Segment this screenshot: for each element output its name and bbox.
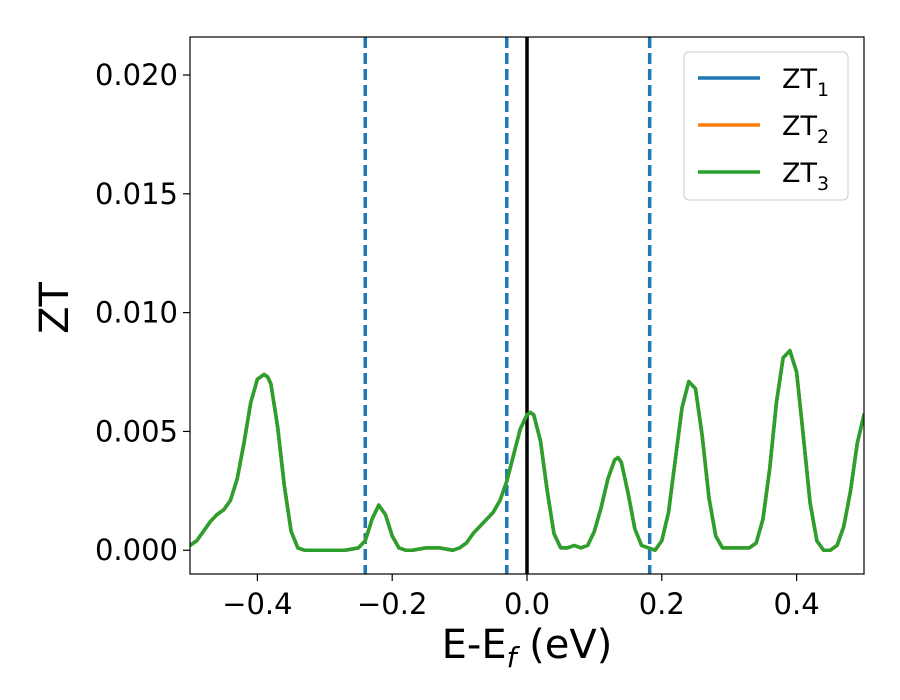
x-tick-label: −0.4 [222, 587, 292, 621]
y-axis-ticks: 0.000 0.005 0.010 0.015 0.020 [95, 58, 190, 567]
y-tick-label: 0.015 [95, 177, 178, 211]
legend-entries: ZT1 ZT2 ZT3 [698, 64, 829, 195]
legend-label-zt3: ZT3 [782, 158, 829, 195]
legend: ZT1 ZT2 ZT3 [683, 51, 849, 201]
y-axis-label: ZT [32, 282, 78, 334]
x-axis-ticks: −0.4 −0.2 0.0 0.2 0.4 [222, 574, 820, 621]
legend-label-zt2: ZT2 [782, 111, 829, 148]
reference-lines [363, 37, 652, 574]
y-tick-label: 0.000 [95, 533, 178, 567]
y-tick-label: 0.020 [95, 58, 178, 92]
x-axis-label: E-Ef (eV) [442, 622, 613, 674]
x-tick-label: 0.2 [639, 587, 685, 621]
x-tick-label: −0.2 [357, 587, 427, 621]
series-line-zt3 [190, 348, 864, 552]
x-axis-label-main: E-E [442, 622, 507, 668]
legend-box [683, 51, 849, 201]
x-tick-label: 0.0 [504, 587, 550, 621]
y-tick-label: 0.005 [95, 414, 178, 448]
y-tick-label: 0.010 [95, 296, 178, 330]
x-axis-label-unit: (eV) [516, 622, 612, 668]
x-tick-label: 0.4 [774, 587, 820, 621]
series-lines [190, 348, 864, 552]
legend-label-zt1: ZT1 [782, 64, 829, 101]
